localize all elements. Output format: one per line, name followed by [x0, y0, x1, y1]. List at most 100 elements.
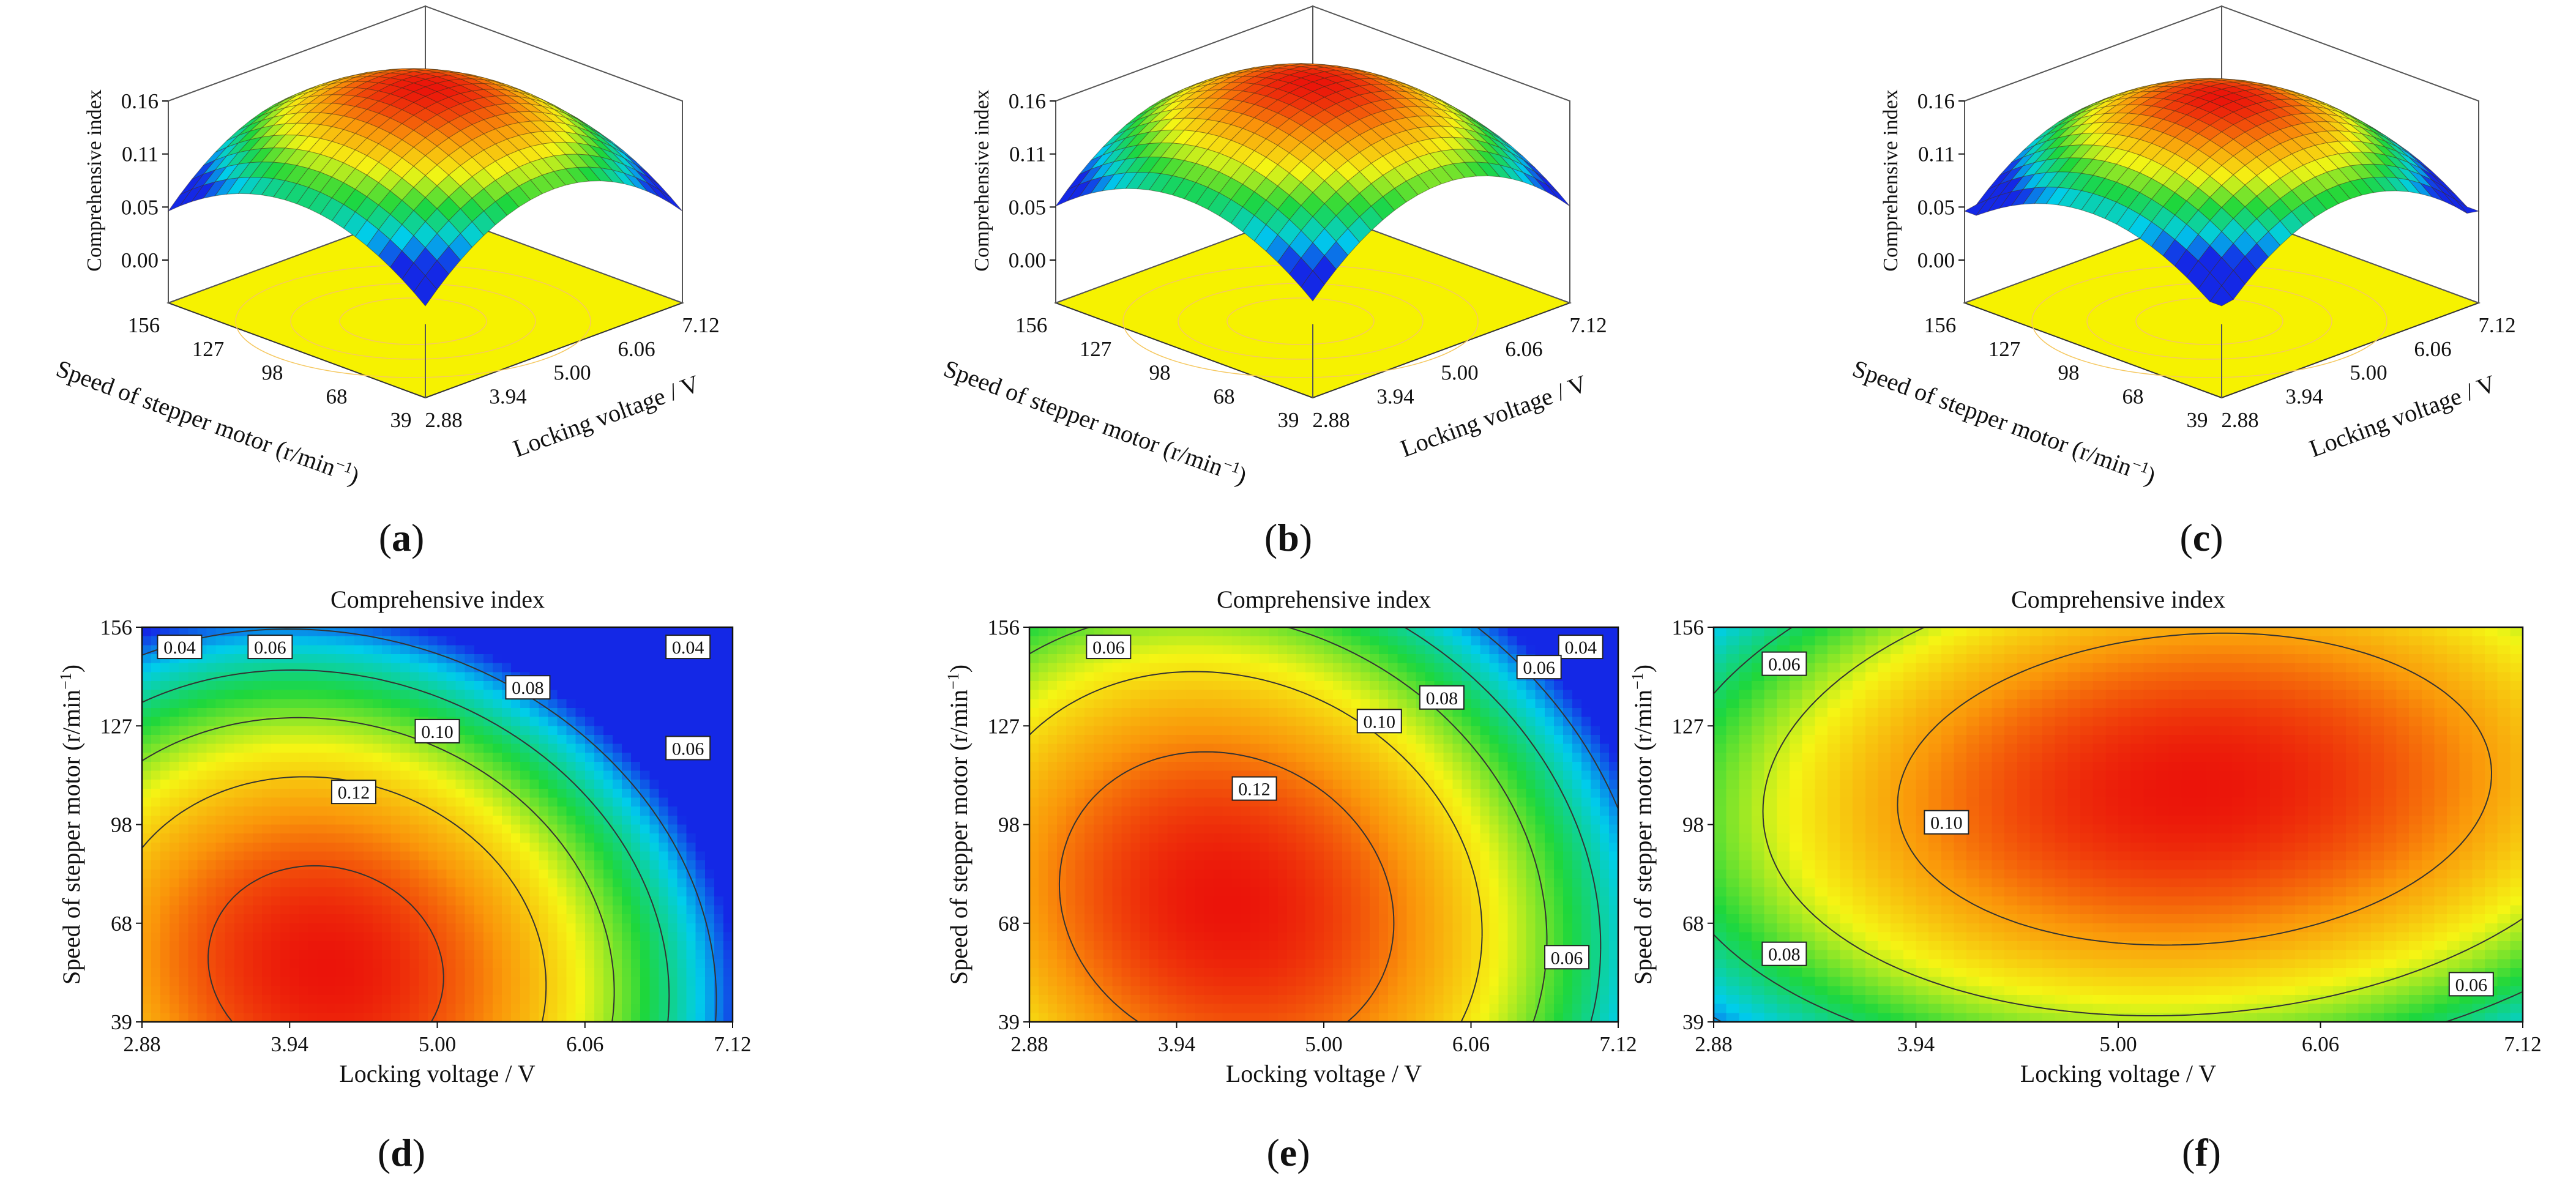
contour-cell	[400, 896, 411, 906]
contour-cell	[714, 690, 724, 700]
contour-cell	[225, 707, 235, 718]
contour-cell	[704, 887, 715, 897]
surface-facet	[1066, 179, 1092, 202]
contour-cell	[566, 645, 577, 655]
contour-cell	[1296, 672, 1306, 682]
contour-cell	[317, 636, 327, 646]
contour-cell	[1231, 645, 1242, 655]
contour-cell	[640, 905, 651, 915]
contour-cell	[363, 1004, 373, 1014]
contour-cell	[483, 699, 493, 709]
contour-cell	[409, 806, 420, 816]
contour-cell	[170, 1004, 180, 1014]
contour-cell	[262, 851, 272, 861]
contour-cell	[1075, 672, 1085, 682]
contour-cell	[465, 680, 475, 691]
contour-cell	[345, 663, 355, 673]
contour-cell	[160, 968, 171, 978]
contour-cell	[437, 860, 447, 870]
contour-cell	[1333, 663, 1343, 673]
contour-cell	[1140, 627, 1150, 637]
contour-cell	[289, 968, 300, 978]
contour-cell	[1286, 663, 1297, 673]
contour-cell	[179, 707, 189, 718]
surface-facet	[190, 181, 216, 203]
surface-facet	[249, 147, 274, 163]
contour-cell	[1158, 636, 1168, 646]
contour-cell	[714, 914, 724, 924]
contour-cell	[280, 923, 291, 933]
contour-cell	[179, 914, 189, 924]
contour-cell	[1489, 645, 1499, 655]
contour-cell	[575, 1004, 586, 1014]
contour-cell	[566, 1004, 577, 1014]
contour-cell	[188, 968, 198, 978]
contour-cell	[622, 663, 632, 673]
contour-cell	[465, 851, 475, 861]
contour-cell	[317, 914, 327, 924]
contour-label: 0.06	[665, 736, 711, 761]
contour-cell	[225, 663, 235, 673]
contour-cell	[1075, 680, 1085, 691]
contour-cell	[603, 842, 613, 852]
contour-cell	[594, 1013, 604, 1023]
contour-cell	[1452, 627, 1463, 637]
contour-cell	[188, 932, 198, 942]
contour-cell	[280, 788, 291, 799]
contour-cell	[197, 1013, 207, 1023]
contour-cell	[142, 788, 152, 799]
contour-cell	[271, 977, 281, 987]
contour-cell	[465, 1004, 475, 1014]
contour-cell	[474, 680, 484, 691]
surface-facet	[1488, 143, 1512, 160]
contour-cell	[1158, 627, 1168, 637]
contour-cell	[492, 707, 502, 718]
contour-cell	[160, 699, 171, 709]
contour-cell	[170, 842, 180, 852]
contour-cell	[668, 851, 678, 861]
contour-cell	[391, 932, 401, 942]
contour-cell	[197, 761, 207, 772]
contour-cell	[677, 806, 687, 816]
contour-cell	[1452, 645, 1463, 655]
surface-facet	[530, 98, 554, 110]
contour-cell	[1103, 663, 1113, 673]
contour-cell	[1176, 627, 1187, 637]
contour-cell	[1195, 654, 1205, 664]
contour-cell	[455, 636, 466, 646]
contour-cell	[603, 788, 613, 799]
contour-cell	[1517, 645, 1527, 655]
contour-cell	[391, 959, 401, 969]
contour-cell	[215, 986, 226, 996]
surface-facet	[1230, 91, 1255, 102]
contour-cell	[280, 986, 291, 996]
contour-cell	[502, 887, 512, 897]
contour-cell	[252, 690, 263, 700]
z-tick-label: 0.05	[1917, 195, 1955, 219]
y-tick-label: 39	[1278, 408, 1299, 432]
contour-cell	[723, 780, 733, 789]
contour-cell	[668, 815, 678, 825]
contour-cell	[1057, 654, 1067, 664]
contour-cell	[345, 941, 355, 951]
contour-cell	[428, 860, 438, 870]
contour-cell	[188, 1004, 198, 1014]
contour-cell	[409, 672, 420, 682]
contour-cell	[502, 860, 512, 870]
contour-cell	[1259, 627, 1269, 637]
contour-cell	[631, 815, 641, 825]
contour-cell	[465, 780, 475, 789]
contour-cell	[225, 968, 235, 978]
contour-cell	[372, 734, 383, 745]
contour-cell	[603, 654, 613, 664]
contour-cell	[1140, 680, 1150, 691]
contour-cell	[1388, 699, 1398, 709]
contour-cell	[714, 743, 724, 754]
contour-cell	[584, 680, 595, 691]
contour-cell	[160, 869, 171, 879]
contour-cell	[594, 968, 604, 978]
contour-cell	[557, 690, 567, 700]
contour-cell	[695, 941, 706, 951]
contour-cell	[714, 663, 724, 673]
contour-cell	[262, 932, 272, 942]
